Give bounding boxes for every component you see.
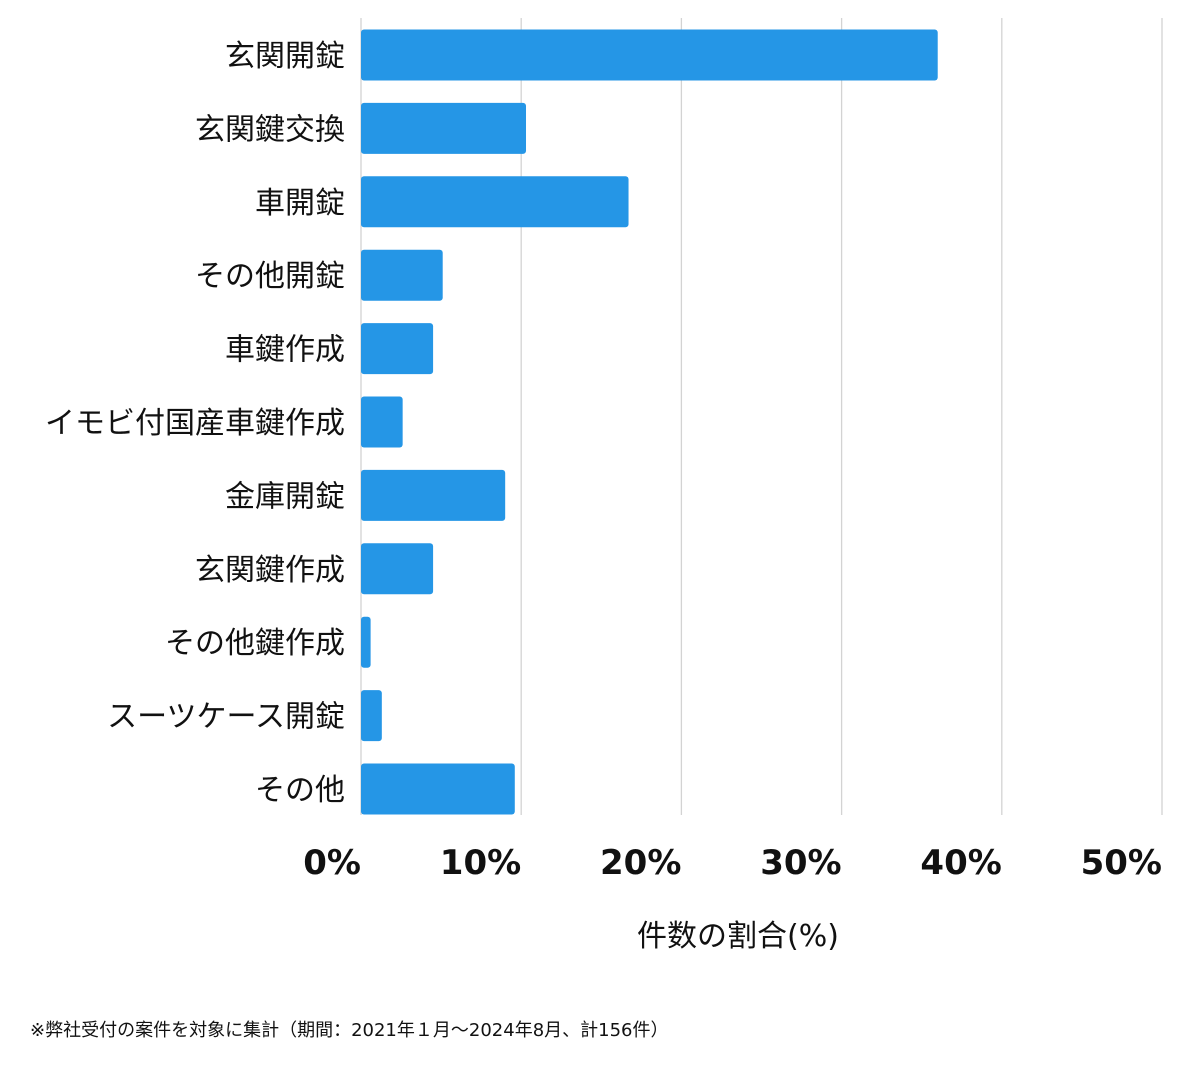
bar xyxy=(361,616,371,668)
category-label: 玄関鍵交換 xyxy=(195,112,345,147)
x-tick-label: 20% xyxy=(600,843,681,883)
bar xyxy=(361,102,527,154)
x-tick-label: 30% xyxy=(760,843,841,883)
category-label: 車鍵作成 xyxy=(225,333,345,368)
x-axis-title: 件数の割合(%) xyxy=(637,919,839,954)
category-label: 玄関鍵作成 xyxy=(195,553,345,588)
category-label: 車開錠 xyxy=(255,186,345,221)
bar xyxy=(361,763,515,815)
bar xyxy=(361,29,938,81)
bar-chart: 玄関開錠玄関鍵交換車開錠その他開錠車鍵作成イモビ付国産車鍵作成金庫開錠玄関鍵作成… xyxy=(45,18,1163,954)
x-tick-label: 0% xyxy=(303,843,361,883)
bar xyxy=(361,543,434,595)
x-tick-label: 50% xyxy=(1081,843,1162,883)
bar xyxy=(361,176,629,228)
category-label: スーツケース開錠 xyxy=(107,700,345,735)
category-label: 金庫開錠 xyxy=(225,479,345,514)
bar xyxy=(361,469,506,521)
x-tick-labels: 0% 10% 20% 30% 40% 50% xyxy=(303,843,1162,883)
category-label: イモビ付国産車鍵作成 xyxy=(45,406,345,441)
x-tick-label: 10% xyxy=(440,843,521,883)
bar xyxy=(361,323,434,375)
category-labels: 玄関開錠玄関鍵交換車開錠その他開錠車鍵作成イモビ付国産車鍵作成金庫開錠玄関鍵作成… xyxy=(45,39,345,808)
bar xyxy=(361,396,403,448)
category-label: 玄関開錠 xyxy=(225,39,345,74)
bars xyxy=(361,29,938,815)
category-label: その他 xyxy=(255,773,345,808)
category-label: その他開錠 xyxy=(195,259,345,294)
bar xyxy=(361,249,443,301)
x-tick-label: 40% xyxy=(920,843,1001,883)
bar xyxy=(361,690,382,742)
footnote: ※弊社受付の案件を対象に集計（期間：2021年１月〜2024年8月、計156件） xyxy=(30,1020,669,1041)
category-label: その他鍵作成 xyxy=(165,626,345,661)
